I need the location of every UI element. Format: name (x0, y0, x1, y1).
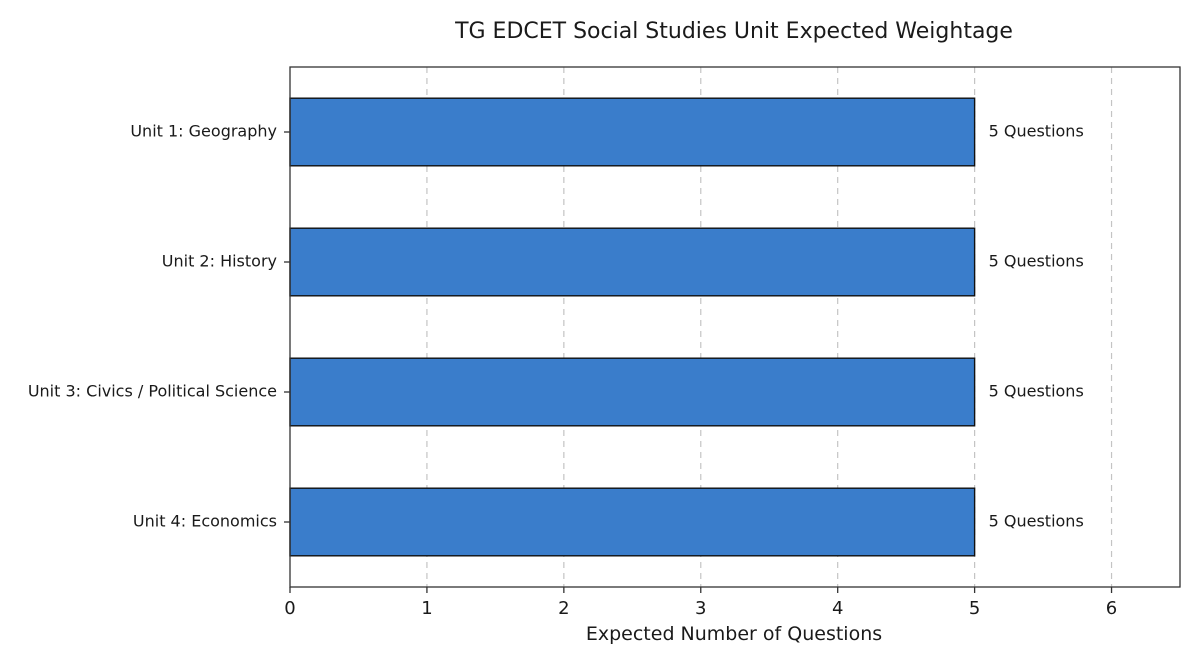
x-tick-label: 3 (695, 598, 706, 619)
bar-3 (289, 357, 976, 427)
data-label-4: 5 Questions (989, 512, 1084, 531)
y-axis: Unit 1: Geography Unit 2: History Unit 3: … (28, 122, 290, 531)
x-tick-label: 5 (969, 598, 980, 619)
category-label-2: Unit 2: History (162, 252, 277, 271)
x-tick-label: 4 (832, 598, 843, 619)
plot-frame (289, 66, 1181, 588)
chart-title: TG EDCET Social Studies Unit Expected We… (454, 19, 1013, 44)
category-label-3: Unit 3: Civics / Political Science (28, 382, 277, 401)
bar-4 (289, 487, 976, 557)
x-axis: 0 1 2 3 4 5 6 (284, 587, 1117, 619)
category-label-4: Unit 4: Economics (133, 512, 277, 531)
data-labels: 5 Questions 5 Questions 5 Questions 5 Quest… (989, 122, 1084, 531)
bars (289, 97, 976, 557)
bar-1 (289, 97, 976, 167)
data-label-2: 5 Questions (989, 252, 1084, 271)
x-axis-label: Expected Number of Questions (586, 623, 882, 645)
data-label-3: 5 Questions (989, 382, 1084, 401)
x-tick-label: 0 (284, 598, 295, 619)
x-tick-label: 6 (1106, 598, 1117, 619)
x-tick-label: 2 (558, 598, 569, 619)
data-label-1: 5 Questions (989, 122, 1084, 141)
category-label-1: Unit 1: Geography (130, 122, 277, 141)
bar-2 (289, 227, 976, 297)
x-tick-label: 1 (421, 598, 432, 619)
